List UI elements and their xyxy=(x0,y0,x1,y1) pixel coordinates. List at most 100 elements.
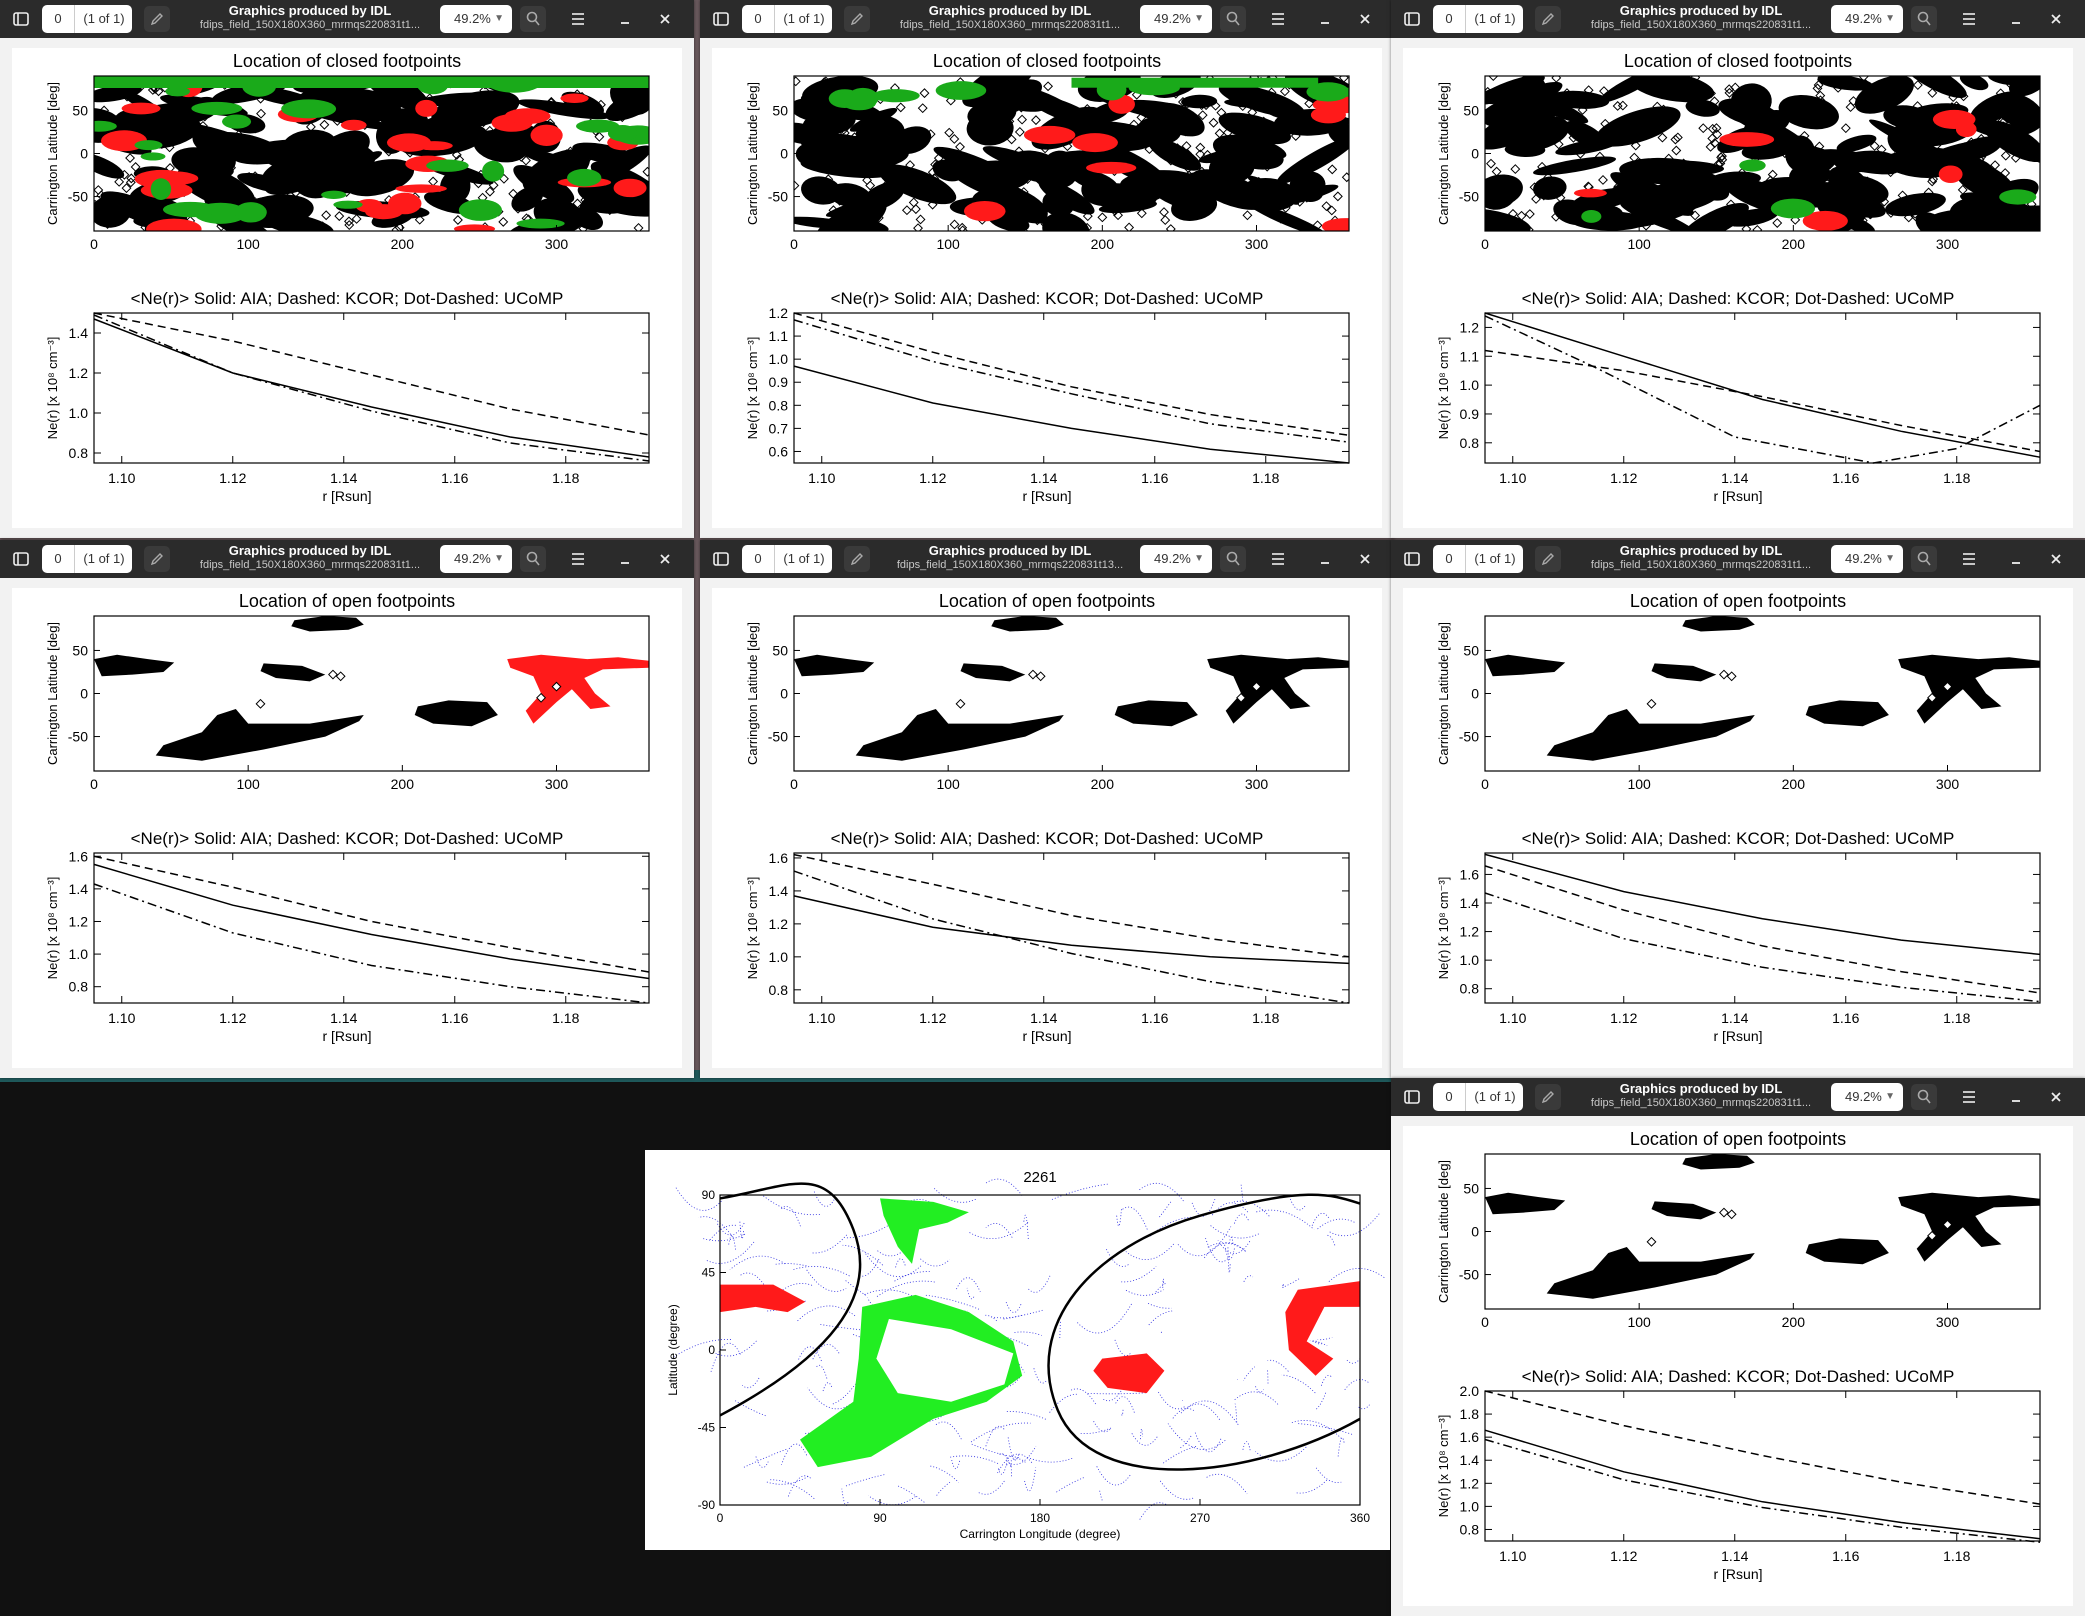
density-xtick-label: 1.10 xyxy=(1499,1010,1526,1026)
zoom-selector[interactable]: 49.2% ▼ xyxy=(1140,545,1212,573)
open-footpoint-northeast-arm xyxy=(507,655,649,724)
search-icon[interactable] xyxy=(1220,546,1246,572)
footpoint-marker xyxy=(950,220,958,228)
minimize-icon[interactable] xyxy=(612,6,638,32)
green-footpoint-cluster xyxy=(281,99,336,118)
footpoint-map xyxy=(94,616,649,761)
zoom-selector[interactable]: 49.2% ▼ xyxy=(1831,1083,1903,1111)
pencil-icon[interactable] xyxy=(1535,1084,1561,1110)
menu-icon[interactable] xyxy=(1265,6,1291,32)
pencil-icon[interactable] xyxy=(1535,6,1561,32)
search-icon[interactable] xyxy=(1220,6,1246,32)
density-ytick-label: 1.4 xyxy=(1460,895,1480,911)
sidebar-icon[interactable] xyxy=(708,6,734,32)
header-bar: 0 (1 of 1) Graphics produced by IDL fdip… xyxy=(700,0,1394,38)
close-icon[interactable] xyxy=(1352,546,1378,572)
page-number-input[interactable]: 0 xyxy=(742,545,775,573)
minimize-icon[interactable] xyxy=(1312,546,1338,572)
map-xtick-label: 300 xyxy=(1245,236,1269,252)
search-icon[interactable] xyxy=(520,6,546,32)
pencil-icon[interactable] xyxy=(144,546,170,572)
page-number-input[interactable]: 0 xyxy=(42,5,75,33)
density-ylabel: Ne(r) [x 10⁸ cm⁻³] xyxy=(1436,877,1451,980)
page-selector[interactable]: 0 (1 of 1) xyxy=(742,5,832,33)
minimize-icon[interactable] xyxy=(2003,546,2029,572)
minimize-icon[interactable] xyxy=(612,546,638,572)
sidebar-icon[interactable] xyxy=(1399,1084,1425,1110)
sidebar-icon[interactable] xyxy=(8,6,34,32)
density-xtick-label: 1.16 xyxy=(1141,1010,1168,1026)
search-icon[interactable] xyxy=(520,546,546,572)
document-viewer-window: 0 (1 of 1) Graphics produced by IDL fdip… xyxy=(1391,1078,2085,1616)
field-line xyxy=(1311,1213,1328,1227)
sidebar-icon[interactable] xyxy=(708,546,734,572)
page-selector[interactable]: 0 (1 of 1) xyxy=(1433,5,1523,33)
close-icon[interactable] xyxy=(652,546,678,572)
density-ylabel: Ne(r) [x 10⁸ cm⁻³] xyxy=(745,337,760,440)
zoom-selector[interactable]: 49.2% ▼ xyxy=(1140,5,1212,33)
footpoint-marker xyxy=(320,120,328,128)
page-number-input[interactable]: 0 xyxy=(742,5,775,33)
close-icon[interactable] xyxy=(1352,6,1378,32)
sidebar-icon[interactable] xyxy=(1399,546,1425,572)
page-selector[interactable]: 0 (1 of 1) xyxy=(1433,545,1523,573)
search-icon[interactable] xyxy=(1911,6,1937,32)
density-ytick-label: 1.1 xyxy=(769,328,789,344)
page-count: (1 of 1) xyxy=(776,545,832,573)
field-line xyxy=(1131,1432,1157,1445)
map-xtick-label: 100 xyxy=(936,236,960,252)
field-line xyxy=(1014,1332,1041,1335)
minimize-icon[interactable] xyxy=(2003,1084,2029,1110)
density-series-solid xyxy=(94,319,649,457)
menu-icon[interactable] xyxy=(1956,546,1982,572)
zoom-selector[interactable]: 49.2% ▼ xyxy=(1831,545,1903,573)
sidebar-icon[interactable] xyxy=(1399,6,1425,32)
page-selector[interactable]: 0 (1 of 1) xyxy=(1433,1083,1523,1111)
field-line xyxy=(998,1454,1032,1473)
map-xtick-label: 100 xyxy=(236,236,260,252)
page-selector[interactable]: 0 (1 of 1) xyxy=(42,545,132,573)
window-title: Graphics produced by IDL fdips_field_150… xyxy=(1576,3,1826,33)
map-xtick-label: 100 xyxy=(1627,1314,1651,1330)
density-xtick-label: 1.14 xyxy=(1721,1548,1748,1564)
page-count: (1 of 1) xyxy=(76,545,132,573)
pencil-icon[interactable] xyxy=(1535,546,1561,572)
page-selector[interactable]: 0 (1 of 1) xyxy=(42,5,132,33)
field-line xyxy=(986,1179,1022,1196)
green-footpoint-cluster xyxy=(1581,210,1601,223)
zoom-level: 49.2% xyxy=(454,551,491,566)
zoom-selector[interactable]: 49.2% ▼ xyxy=(440,545,512,573)
menu-icon[interactable] xyxy=(1956,6,1982,32)
zoom-selector[interactable]: 49.2% ▼ xyxy=(440,5,512,33)
close-icon[interactable] xyxy=(652,6,678,32)
field-line xyxy=(1071,1389,1096,1404)
search-icon[interactable] xyxy=(1911,546,1937,572)
page-number-input[interactable]: 0 xyxy=(1433,5,1466,33)
close-icon[interactable] xyxy=(2043,546,2069,572)
menu-icon[interactable] xyxy=(565,546,591,572)
field-line xyxy=(823,1383,832,1392)
minimize-icon[interactable] xyxy=(2003,6,2029,32)
search-icon[interactable] xyxy=(1911,1084,1937,1110)
pencil-icon[interactable] xyxy=(844,546,870,572)
menu-icon[interactable] xyxy=(1265,546,1291,572)
menu-icon[interactable] xyxy=(1956,1084,1982,1110)
page-number-input[interactable]: 0 xyxy=(1433,1083,1466,1111)
page-number-input[interactable]: 0 xyxy=(42,545,75,573)
red-footpoint-cluster xyxy=(505,108,551,124)
close-icon[interactable] xyxy=(2043,1084,2069,1110)
red-footpoint-cluster xyxy=(531,125,563,146)
minimize-icon[interactable] xyxy=(1312,6,1338,32)
close-icon[interactable] xyxy=(2043,6,2069,32)
pencil-icon[interactable] xyxy=(844,6,870,32)
field-line xyxy=(1081,1427,1113,1433)
synoptic-xtick-label: 360 xyxy=(1350,1511,1370,1525)
zoom-level: 49.2% xyxy=(1845,1089,1882,1104)
pencil-icon[interactable] xyxy=(144,6,170,32)
page-selector[interactable]: 0 (1 of 1) xyxy=(742,545,832,573)
sidebar-icon[interactable] xyxy=(8,546,34,572)
zoom-selector[interactable]: 49.2% ▼ xyxy=(1831,5,1903,33)
menu-icon[interactable] xyxy=(565,6,591,32)
page-number-input[interactable]: 0 xyxy=(1433,545,1466,573)
